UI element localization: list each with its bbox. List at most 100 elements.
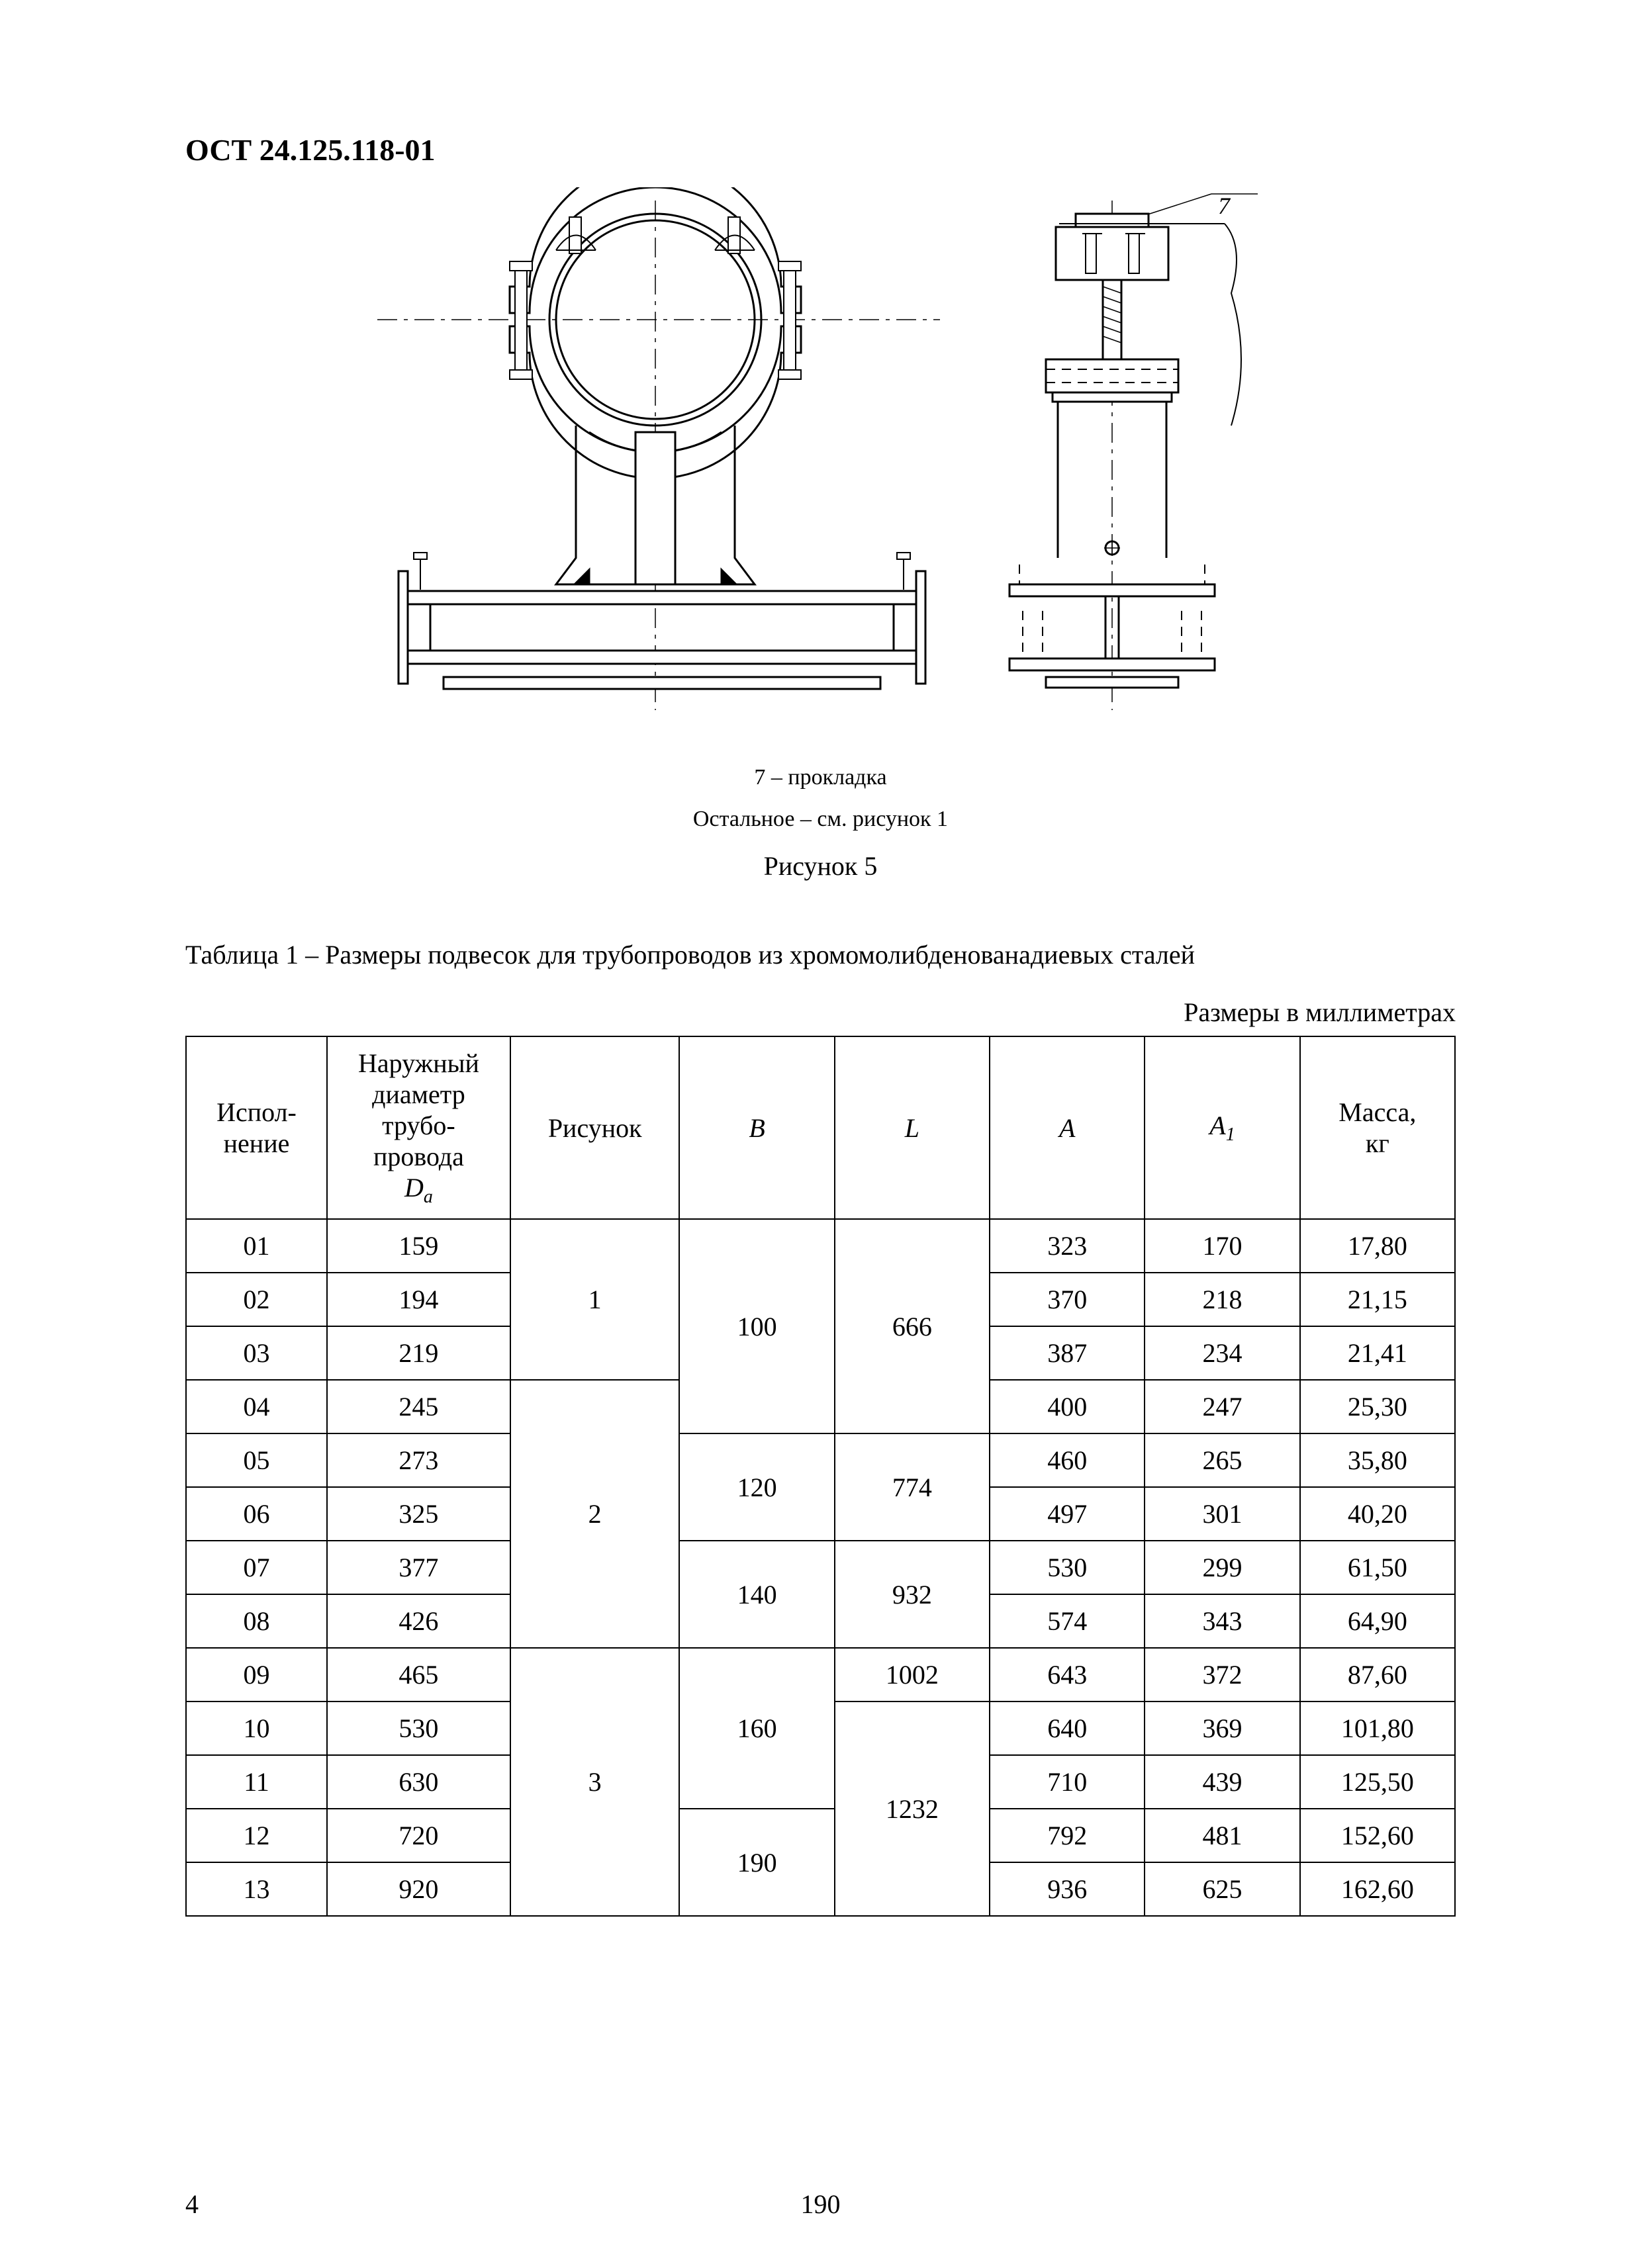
cell-l: 1002 (835, 1648, 990, 1701)
cell-a1: 301 (1145, 1487, 1299, 1541)
cell-a1: 265 (1145, 1433, 1299, 1487)
cell-da: 273 (327, 1433, 510, 1487)
cell-a: 710 (990, 1755, 1145, 1809)
cell-l: 932 (835, 1541, 990, 1648)
table-header-row: Испол- нение Наружный диаметр трубо- про… (186, 1036, 1455, 1219)
cell-b: 190 (679, 1809, 834, 1916)
cell-fig: 1 (510, 1219, 680, 1380)
col-ispol: Испол- нение (186, 1036, 327, 1219)
cell-a1: 170 (1145, 1219, 1299, 1273)
cell-ispol: 04 (186, 1380, 327, 1433)
cell-ispol: 02 (186, 1273, 327, 1326)
col-l: L (835, 1036, 990, 1219)
cell-ispol: 06 (186, 1487, 327, 1541)
cell-a: 323 (990, 1219, 1145, 1273)
table-row: 12720190792481152,60 (186, 1809, 1455, 1862)
table-body: 01159110066632317017,800219437021821,150… (186, 1219, 1455, 1916)
cell-a1: 218 (1145, 1273, 1299, 1326)
figure-legend-1: 7 – прокладка (754, 760, 886, 794)
page: ОСТ 24.125.118-01 (0, 0, 1641, 2268)
cell-mass: 21,15 (1300, 1273, 1455, 1326)
table-row: 094653160100264337287,60 (186, 1648, 1455, 1701)
cell-a1: 372 (1145, 1648, 1299, 1701)
cell-mass: 152,60 (1300, 1809, 1455, 1862)
cell-da: 194 (327, 1273, 510, 1326)
table-row: 0737714093253029961,50 (186, 1541, 1455, 1594)
table-row: 01159110066632317017,80 (186, 1219, 1455, 1273)
cell-l: 1232 (835, 1701, 990, 1916)
cell-a1: 439 (1145, 1755, 1299, 1809)
cell-a: 497 (990, 1487, 1145, 1541)
cell-ispol: 10 (186, 1701, 327, 1755)
cell-a: 387 (990, 1326, 1145, 1380)
cell-a: 936 (990, 1862, 1145, 1916)
cell-l: 666 (835, 1219, 990, 1433)
engineering-drawing: 7 (357, 187, 1284, 737)
cell-da: 465 (327, 1648, 510, 1701)
cell-ispol: 03 (186, 1326, 327, 1380)
cell-da: 219 (327, 1326, 510, 1380)
cell-mass: 25,30 (1300, 1380, 1455, 1433)
cell-da: 159 (327, 1219, 510, 1273)
cell-mass: 35,80 (1300, 1433, 1455, 1487)
cell-a1: 234 (1145, 1326, 1299, 1380)
cell-fig: 3 (510, 1648, 680, 1916)
cell-a: 460 (990, 1433, 1145, 1487)
cell-ispol: 12 (186, 1809, 327, 1862)
cell-da: 377 (327, 1541, 510, 1594)
cell-da: 530 (327, 1701, 510, 1755)
table-units: Размеры в миллиметрах (185, 997, 1456, 1028)
cell-a1: 369 (1145, 1701, 1299, 1755)
cell-da: 720 (327, 1809, 510, 1862)
figure-caption: Рисунок 5 (764, 846, 878, 886)
cell-mass: 21,41 (1300, 1326, 1455, 1380)
cell-a: 792 (990, 1809, 1145, 1862)
cell-ispol: 09 (186, 1648, 327, 1701)
cell-ispol: 07 (186, 1541, 327, 1594)
figure-legend-2: Остальное – см. рисунок 1 (693, 802, 948, 836)
col-da: Наружный диаметр трубо- провода Da (327, 1036, 510, 1219)
col-b: B (679, 1036, 834, 1219)
cell-a: 574 (990, 1594, 1145, 1648)
cell-mass: 87,60 (1300, 1648, 1455, 1701)
cell-a: 640 (990, 1701, 1145, 1755)
cell-ispol: 05 (186, 1433, 327, 1487)
cell-b: 160 (679, 1648, 834, 1809)
table-title: Таблица 1 – Размеры подвесок для трубопр… (185, 939, 1456, 970)
cell-a: 530 (990, 1541, 1145, 1594)
cell-a1: 481 (1145, 1809, 1299, 1862)
cell-a1: 247 (1145, 1380, 1299, 1433)
page-number-left: 4 (185, 2189, 199, 2220)
cell-a: 643 (990, 1648, 1145, 1701)
cell-fig: 2 (510, 1380, 680, 1648)
cell-a: 400 (990, 1380, 1145, 1433)
cell-mass: 101,80 (1300, 1701, 1455, 1755)
dimensions-table: Испол- нение Наружный диаметр трубо- про… (185, 1036, 1456, 1917)
cell-l: 774 (835, 1433, 990, 1541)
col-a: A (990, 1036, 1145, 1219)
cell-ispol: 13 (186, 1862, 327, 1916)
cell-mass: 61,50 (1300, 1541, 1455, 1594)
cell-mass: 162,60 (1300, 1862, 1455, 1916)
svg-text:7: 7 (1218, 193, 1231, 219)
cell-a1: 343 (1145, 1594, 1299, 1648)
figure-area: 7 7 – прокладка Остальное – см. рисунок … (185, 187, 1456, 913)
cell-da: 630 (327, 1755, 510, 1809)
document-code: ОСТ 24.125.118-01 (185, 132, 1456, 167)
page-number-center: 190 (801, 2189, 841, 2220)
cell-da: 245 (327, 1380, 510, 1433)
cell-mass: 125,50 (1300, 1755, 1455, 1809)
cell-mass: 17,80 (1300, 1219, 1455, 1273)
cell-a1: 299 (1145, 1541, 1299, 1594)
cell-ispol: 01 (186, 1219, 327, 1273)
cell-da: 426 (327, 1594, 510, 1648)
cell-ispol: 08 (186, 1594, 327, 1648)
cell-b: 100 (679, 1219, 834, 1433)
col-mass: Масса, кг (1300, 1036, 1455, 1219)
col-fig: Рисунок (510, 1036, 680, 1219)
cell-a1: 625 (1145, 1862, 1299, 1916)
cell-mass: 64,90 (1300, 1594, 1455, 1648)
cell-b: 140 (679, 1541, 834, 1648)
table-row: 0527312077446026535,80 (186, 1433, 1455, 1487)
cell-b: 120 (679, 1433, 834, 1541)
